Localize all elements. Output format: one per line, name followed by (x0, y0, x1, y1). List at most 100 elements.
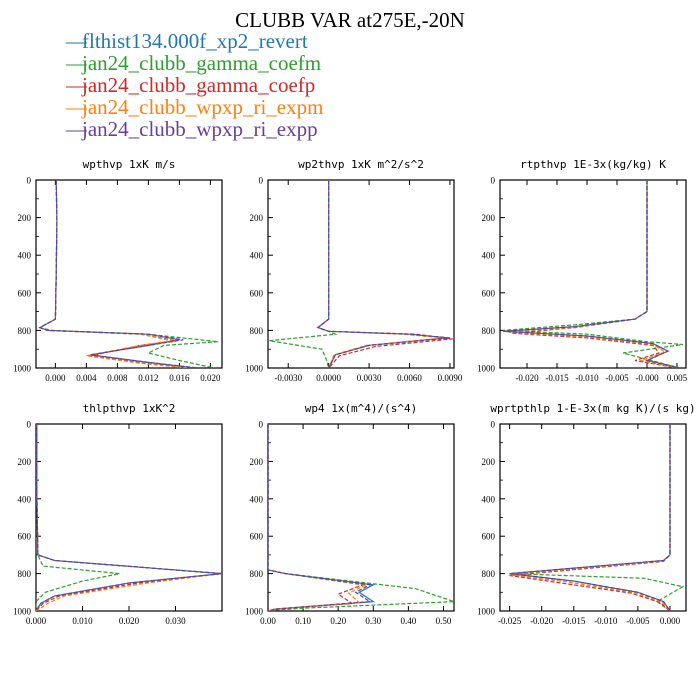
series-line (36, 424, 222, 611)
x-tick-label: 0.000 (26, 616, 47, 626)
x-tick-label: -0.000 (635, 373, 659, 383)
x-tick-label: -0.020 (530, 616, 554, 626)
x-tick-label: 0.020 (200, 373, 221, 383)
y-tick-label: 1000 (245, 607, 264, 617)
y-tick-label: 600 (482, 532, 496, 542)
y-tick-label: 600 (18, 288, 32, 298)
y-tick-label: 200 (18, 457, 32, 467)
y-tick-label: 600 (250, 288, 264, 298)
panel-title: wp2thvp 1xK m^2/s^2 (298, 158, 424, 171)
series-line (316, 180, 444, 368)
legend-entry: —jan24_clubb_wpxp_ri_expm (66, 96, 323, 118)
y-tick-label: 800 (482, 326, 496, 336)
legend-label: flthist134.000f_xp2_revert (82, 29, 308, 53)
panel-title: wprtpthlp 1-E-3x(m kg K)/(s kg) (490, 402, 695, 415)
series-line (316, 180, 451, 368)
y-tick-label: 400 (250, 251, 264, 261)
x-tick-label: 0.50 (436, 616, 452, 626)
figure-title: CLUBB VAR at275E,-20N (235, 8, 465, 32)
series-line (509, 424, 685, 611)
series-line (316, 180, 453, 368)
y-tick-label: 800 (482, 569, 496, 579)
y-tick-label: 800 (250, 326, 264, 336)
x-tick-label: 0.010 (72, 616, 93, 626)
y-tick-label: 800 (18, 569, 32, 579)
legend-label: jan24_clubb_wpxp_ri_expm (82, 95, 324, 119)
series-line (502, 180, 681, 368)
x-tick-label: 0.012 (138, 373, 158, 383)
y-tick-label: 600 (482, 288, 496, 298)
y-tick-label: 200 (250, 457, 264, 467)
series-line (268, 424, 454, 611)
y-tick-label: 400 (250, 494, 264, 504)
legend-entry: —jan24_clubb_gamma_coefp (66, 74, 323, 96)
x-tick-label: 0.030 (165, 616, 186, 626)
y-tick-label: 1000 (245, 364, 264, 374)
panel-title: wp4 1x(m^4)/(s^4) (305, 402, 418, 415)
x-tick-label: 0.0030 (357, 373, 382, 383)
y-tick-label: 1000 (13, 607, 32, 617)
y-tick-label: 200 (250, 213, 264, 223)
series-line (36, 424, 120, 611)
y-tick-label: 0 (27, 176, 32, 186)
x-tick-label: -0.010 (575, 373, 599, 383)
legend-line-icon: — (66, 117, 87, 141)
legend-entry: —flthist134.000f_xp2_revert (66, 30, 323, 52)
series-line (38, 180, 199, 368)
x-tick-label: 0.10 (295, 616, 311, 626)
x-tick-label: -0.0030 (274, 373, 302, 383)
series-line (269, 180, 338, 368)
x-tick-label: 0.0090 (438, 373, 463, 383)
x-tick-label: 0.20 (330, 616, 346, 626)
y-tick-label: 800 (250, 569, 264, 579)
y-tick-label: 200 (482, 457, 496, 467)
y-tick-label: 600 (250, 532, 264, 542)
x-tick-label: 0.000 (660, 616, 681, 626)
legend: —flthist134.000f_xp2_revert —jan24_clubb… (66, 30, 323, 140)
series-line (509, 424, 671, 611)
legend-line-icon: — (66, 73, 87, 97)
y-tick-label: 1000 (477, 364, 496, 374)
y-tick-label: 0 (27, 420, 32, 430)
y-tick-label: 0 (259, 176, 264, 186)
plot-frame (499, 423, 687, 612)
series-line (502, 180, 684, 368)
y-tick-label: 200 (18, 213, 32, 223)
y-tick-label: 400 (482, 494, 496, 504)
x-tick-label: 0.005 (667, 373, 688, 383)
series-line (38, 180, 219, 368)
x-tick-label: 0.020 (119, 616, 140, 626)
legend-line-icon: — (66, 95, 87, 119)
y-tick-label: 0 (259, 420, 264, 430)
x-tick-label: 0.00 (260, 616, 276, 626)
panel-title: wpthvp 1xK m/s (83, 158, 176, 171)
x-tick-label: 0.004 (76, 373, 97, 383)
y-tick-label: 0 (491, 176, 496, 186)
x-tick-label: -0.025 (498, 616, 522, 626)
legend-line-icon: — (66, 51, 87, 75)
panel-title: rtpthvp 1E-3x(kg/kg) K (520, 158, 666, 171)
legend-entry: —jan24_clubb_wpxp_ri_expp (66, 118, 323, 140)
series-line (38, 180, 188, 368)
series-line (508, 180, 678, 368)
legend-label: jan24_clubb_gamma_coefp (82, 73, 316, 97)
series-line (509, 424, 671, 611)
series-line (502, 180, 681, 368)
x-tick-label: -0.015 (545, 373, 569, 383)
y-tick-label: 400 (18, 494, 32, 504)
y-tick-label: 400 (482, 251, 496, 261)
x-tick-label: 0.008 (107, 373, 128, 383)
x-tick-label: -0.015 (562, 616, 586, 626)
x-tick-label: 0.0060 (397, 373, 422, 383)
x-tick-label: -0.010 (594, 616, 618, 626)
legend-line-icon: — (66, 29, 87, 53)
legend-label: jan24_clubb_wpxp_ri_expp (82, 117, 318, 141)
y-tick-label: 1000 (13, 364, 32, 374)
y-tick-label: 200 (482, 213, 496, 223)
legend-entry: —jan24_clubb_gamma_coefm (66, 52, 323, 74)
y-tick-label: 400 (18, 251, 32, 261)
y-tick-label: 600 (18, 532, 32, 542)
x-tick-label: -0.005 (626, 616, 650, 626)
series-line (268, 424, 366, 611)
y-tick-label: 800 (18, 326, 32, 336)
